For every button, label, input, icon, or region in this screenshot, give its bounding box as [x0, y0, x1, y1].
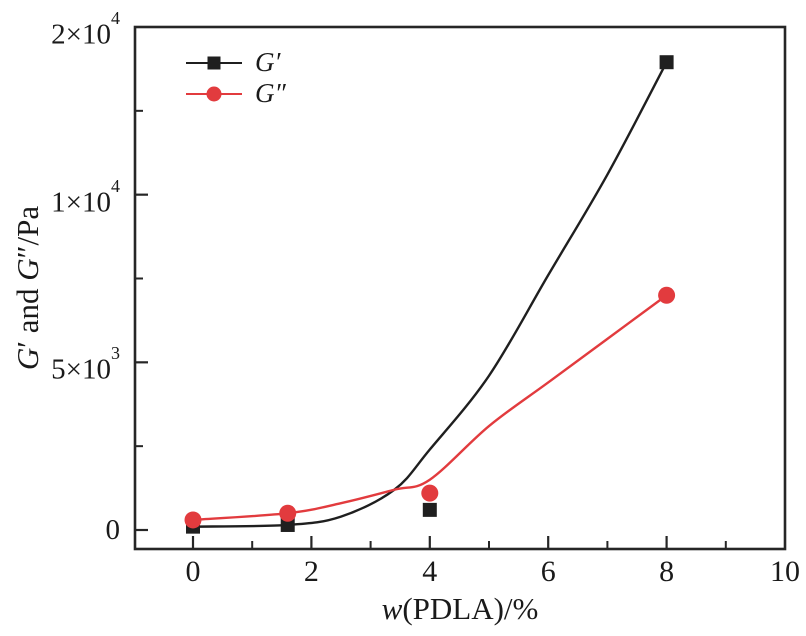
legend-swatch-g-double-prime: [186, 85, 242, 103]
y-tick-mantissa: 1×10: [51, 186, 112, 219]
g-prime-marker: [422, 502, 437, 517]
y-tick-mantissa: 2×10: [51, 18, 112, 51]
legend-square-marker-icon: [207, 56, 221, 69]
legend: G′ G″: [186, 47, 286, 109]
y-tick-label: 5×103: [18, 343, 120, 389]
y-tick-label: 1×104: [18, 176, 120, 222]
legend-label-g-double-prime: G″: [255, 78, 286, 108]
g-prime-curve: [192, 61, 668, 528]
x-axis-title: w(PDLA)/%: [310, 591, 610, 627]
y-tick-mantissa: 0: [105, 514, 121, 546]
g-double-prime-marker: [184, 511, 202, 529]
x-tick-label: 8: [659, 555, 675, 588]
y-tick-exponent: 4: [111, 8, 120, 29]
g-prime-marker: [280, 517, 295, 532]
g-double-prime-marker: [658, 286, 676, 304]
y-tick-exponent: 4: [111, 175, 120, 196]
y-tick-label: 0: [18, 511, 121, 549]
y-tick-label: 2×104: [18, 8, 120, 54]
x-title-w: w: [381, 591, 403, 626]
y-title-mid: ′ and: [10, 280, 45, 348]
legend-circle-marker-icon: [206, 86, 222, 101]
x-tick-label: 0: [185, 555, 201, 588]
x-tick-label: 4: [422, 555, 438, 588]
plot-frame: [133, 25, 787, 551]
g-double-prime-curve: [192, 294, 668, 522]
y-tick-exponent: 3: [111, 343, 120, 364]
y-title-g-double-prime: G: [10, 258, 45, 281]
legend-item-g-prime: G′: [186, 47, 286, 78]
g-prime-marker: [659, 55, 674, 70]
y-tick-mantissa: 5×10: [51, 353, 112, 386]
x-title-rest: (PDLA)/%: [402, 591, 539, 626]
legend-item-g-double-prime: G″: [186, 78, 286, 109]
legend-label-g-prime: G′: [255, 47, 281, 77]
g-double-prime-marker: [279, 504, 297, 522]
legend-swatch-g-prime: [186, 54, 242, 72]
x-tick-label: 10: [770, 555, 800, 588]
g-double-prime-marker: [421, 484, 439, 502]
x-tick-label: 6: [540, 555, 556, 588]
x-tick-label: 2: [303, 555, 319, 588]
